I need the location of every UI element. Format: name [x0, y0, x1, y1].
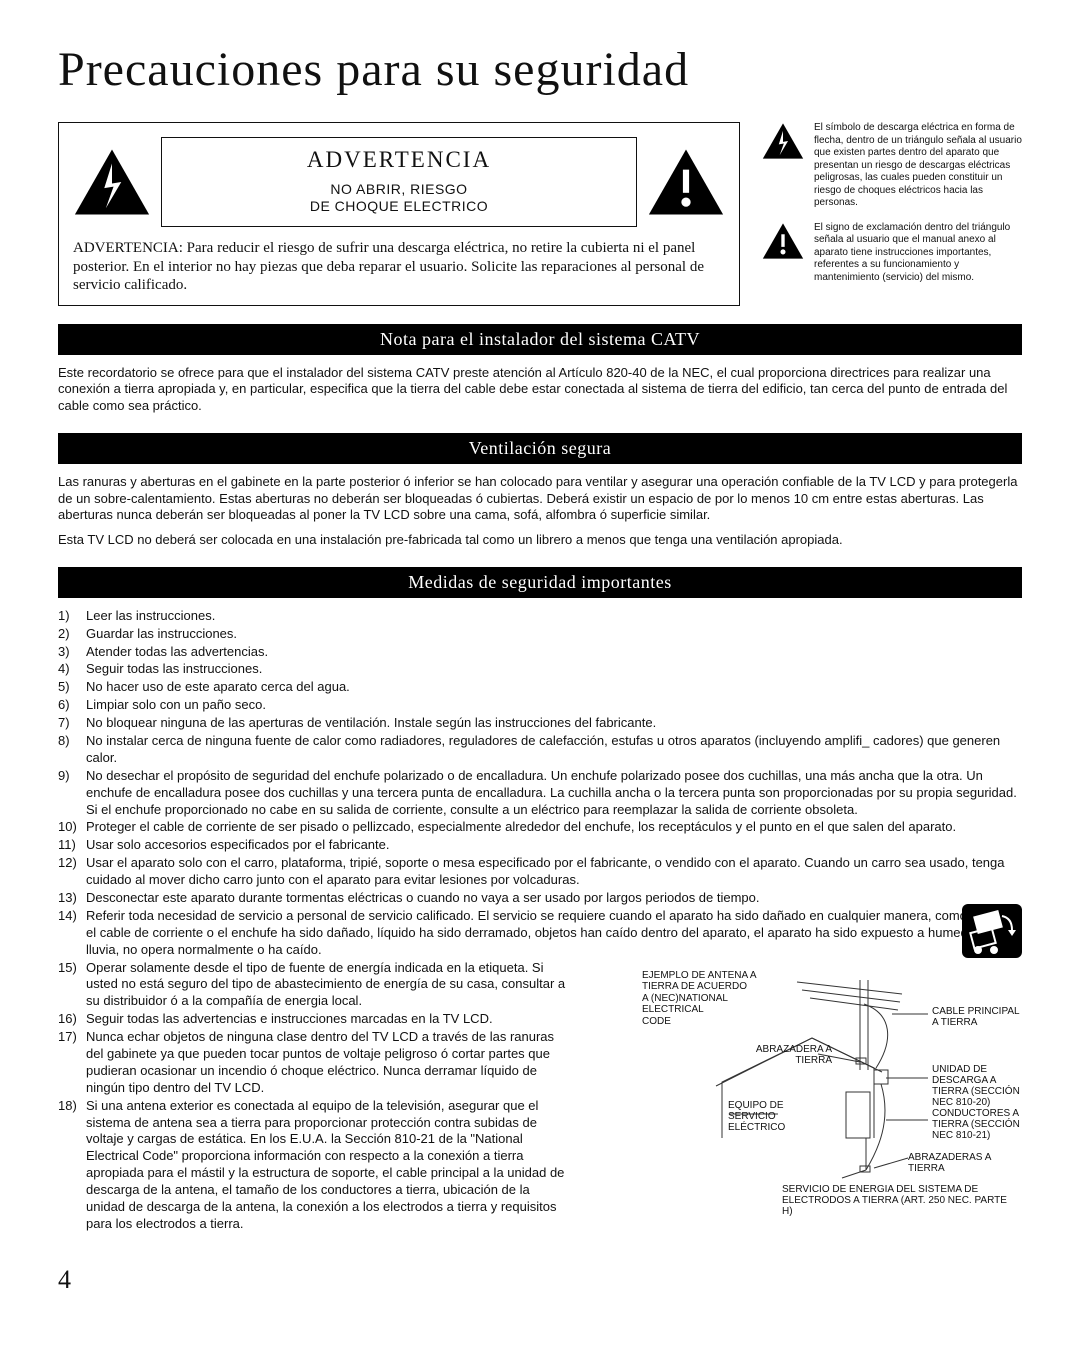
- safety-item-text: Si una antena exterior es conectada aI e…: [86, 1098, 566, 1233]
- safety-item-number: 13): [58, 890, 86, 907]
- label-service: SERVICIO DE ENERGIA DEL SISTEMA DE ELECT…: [782, 1184, 1012, 1217]
- safety-item: 4)Seguir todas las instrucciones.: [58, 661, 1022, 678]
- safety-item-text: Desconectar este aparato durante torment…: [86, 890, 1022, 907]
- page-number: 4: [58, 1264, 1022, 1297]
- warning-body-text: ADVERTENCIA: Para reducir el riesgo de s…: [73, 239, 725, 295]
- vent-body2: Esta TV LCD no deberá ser colocada en un…: [58, 532, 1022, 549]
- tipping-cart-icon: [962, 904, 1022, 958]
- safety-item-number: 3): [58, 644, 86, 661]
- safety-item-text: Referir toda necesidad de servicio a per…: [86, 908, 1022, 959]
- safety-item: 7)No bloquear ninguna de las aperturas d…: [58, 715, 1022, 732]
- safety-item-text: No instalar cerca de ninguna fuente de c…: [86, 733, 1022, 767]
- safety-item-number: 9): [58, 768, 86, 819]
- advertencia-sub1: NO ABRIR, RIESGO: [168, 181, 630, 199]
- safety-item: 14)Referir toda necesidad de servicio a …: [58, 908, 1022, 959]
- warning-box: ADVERTENCIA NO ABRIR, RIESGO DE CHOQUE E…: [58, 122, 740, 306]
- safety-item-number: 8): [58, 733, 86, 767]
- safety-item-text: Seguir todas las advertencias e instrucc…: [86, 1011, 566, 1028]
- safety-item: 10)Proteger el cable de corriente de ser…: [58, 819, 1022, 836]
- safety-item-text: No hacer uso de este aparato cerca del a…: [86, 679, 1022, 696]
- label-clamp1: ABRAZADERA A TIERRA: [752, 1044, 832, 1066]
- advertencia-sub2: DE CHOQUE ELECTRICO: [168, 198, 630, 216]
- warning-top-row: ADVERTENCIA NO ABRIR, RIESGO DE CHOQUE E…: [73, 137, 725, 227]
- label-unit: UNIDAD DE DESCARGA A TIERRA (SECCIÓN NEC…: [932, 1064, 1022, 1108]
- advertencia-center: ADVERTENCIA NO ABRIR, RIESGO DE CHOQUE E…: [161, 137, 637, 227]
- safety-item-number: 14): [58, 908, 86, 959]
- vent-body1: Las ranuras y aberturas en el gabinete e…: [58, 474, 1022, 525]
- safety-item-number: 12): [58, 855, 86, 889]
- safety-item-text: Proteger el cable de corriente de ser pi…: [86, 819, 1022, 836]
- exclaim-explain-row: El signo de exclamación dentro del trián…: [762, 222, 1022, 285]
- lightning-explain-row: El símbolo de descarga eléctrica en form…: [762, 122, 1022, 210]
- safety-item-text: Nunca echar objetos de ninguna clase den…: [86, 1029, 566, 1097]
- safety-item-number: 16): [58, 1011, 86, 1028]
- safety-item: 13)Desconectar este aparato durante torm…: [58, 890, 1022, 907]
- exclaim-desc: El signo de exclamación dentro del trián…: [814, 222, 1022, 285]
- label-cable: CABLE PRINCIPAL A TIERRA: [932, 1006, 1022, 1028]
- catv-body: Este recordatorio se ofrece para que el …: [58, 365, 1022, 416]
- section-header-safety: Medidas de seguridad importantes: [58, 567, 1022, 598]
- lightning-small-icon: [762, 122, 804, 160]
- safety-item: 6)Limpiar solo con un paño seco.: [58, 697, 1022, 714]
- advertencia-title: ADVERTENCIA: [168, 146, 630, 175]
- lightning-triangle-icon: [73, 148, 151, 216]
- safety-item-text: Seguir todas las instrucciones.: [86, 661, 1022, 678]
- safety-item-text: Usar solo accesorios especificados por e…: [86, 837, 1022, 854]
- safety-item-number: 2): [58, 626, 86, 643]
- safety-item: 5)No hacer uso de este aparato cerca del…: [58, 679, 1022, 696]
- safety-item-number: 7): [58, 715, 86, 732]
- safety-item: 2)Guardar las instrucciones.: [58, 626, 1022, 643]
- safety-item-number: 4): [58, 661, 86, 678]
- section-header-catv: Nota para el instalador del sistema CATV: [58, 324, 1022, 355]
- safety-item: 9)No desechar el propósito de seguridad …: [58, 768, 1022, 819]
- label-conductors: CONDUCTORES A TIERRA (SECCIÓN NEC 810-21…: [932, 1108, 1022, 1141]
- antenna-grounding-diagram: EJEMPLO DE ANTENA A TIERRA DE ACUERDO A …: [642, 970, 1022, 1230]
- safety-item-text: Operar solamente desde el tipo de fuente…: [86, 960, 566, 1011]
- safety-item-number: 11): [58, 837, 86, 854]
- safety-item: 8)No instalar cerca de ninguna fuente de…: [58, 733, 1022, 767]
- safety-item-number: 5): [58, 679, 86, 696]
- safety-item-text: Limpiar solo con un paño seco.: [86, 697, 1022, 714]
- page-title: Precauciones para su seguridad: [58, 40, 1022, 100]
- symbol-explanations: El símbolo de descarga eléctrica en form…: [762, 122, 1022, 306]
- safety-item-number: 6): [58, 697, 86, 714]
- safety-item-number: 15): [58, 960, 86, 1011]
- lightning-desc: El símbolo de descarga eléctrica en form…: [814, 122, 1022, 210]
- safety-item-number: 1): [58, 608, 86, 625]
- safety-item: 3)Atender todas las advertencias.: [58, 644, 1022, 661]
- safety-item-text: Guardar las instrucciones.: [86, 626, 1022, 643]
- safety-item-text: Atender todas las advertencias.: [86, 644, 1022, 661]
- safety-item-text: Usar el aparato solo con el carro, plata…: [86, 855, 1022, 889]
- label-clamp2: ABRAZADERAS A TIERRA: [908, 1152, 1028, 1174]
- safety-item-text: No desechar el propósito de seguridad de…: [86, 768, 1022, 819]
- exclaim-small-icon: [762, 222, 804, 260]
- header-columns: ADVERTENCIA NO ABRIR, RIESGO DE CHOQUE E…: [58, 122, 1022, 306]
- label-equip: EQUIPO DE SERVICIO ELÉCTRICO: [728, 1100, 798, 1133]
- safety-item: 1)Leer las instrucciones.: [58, 608, 1022, 625]
- safety-item: 12)Usar el aparato solo con el carro, pl…: [58, 855, 1022, 889]
- safety-item: 11)Usar solo accesorios especificados po…: [58, 837, 1022, 854]
- safety-item-number: 17): [58, 1029, 86, 1097]
- safety-item-number: 10): [58, 819, 86, 836]
- section-header-vent: Ventilación segura: [58, 433, 1022, 464]
- exclaim-triangle-icon: [647, 148, 725, 216]
- safety-item-number: 18): [58, 1098, 86, 1233]
- safety-item-text: No bloquear ninguna de las aperturas de …: [86, 715, 1022, 732]
- safety-item-text: Leer las instrucciones.: [86, 608, 1022, 625]
